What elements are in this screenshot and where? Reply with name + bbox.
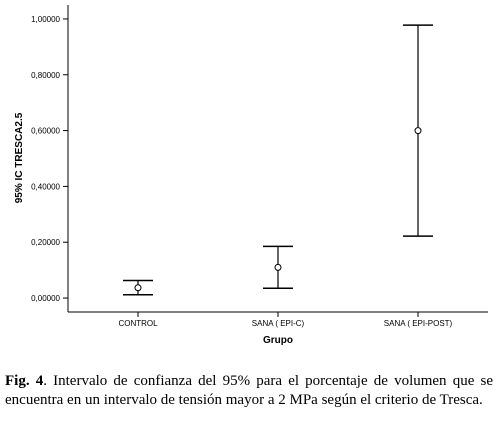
mean-point: [274, 263, 282, 271]
mean-point: [134, 284, 142, 292]
y-tick-label: 0,20000: [31, 238, 60, 247]
x-ticks: CONTROL SANA ( EPI-C) SANA ( EPI-POST): [118, 312, 453, 328]
y-tick-label: 0,40000: [31, 182, 60, 191]
figure-caption: Fig. 4. Intervalo de confianza del 95% p…: [5, 372, 493, 410]
x-tick-label: SANA ( EPI-POST): [384, 319, 453, 328]
y-tick-label: 1,00000: [31, 15, 60, 24]
x-tick-label: SANA ( EPI-C): [252, 319, 305, 328]
y-ticks: 0,00000 0,20000 0,40000 0,60000 0,80000 1,000…: [31, 15, 68, 303]
caption-text: . Intervalo de confianza del 95% para el…: [5, 373, 493, 408]
error-bar-chart: 0,00000 0,20000 0,40000 0,60000 0,80000 1,000…: [14, 5, 488, 346]
x-tick-label: CONTROL: [118, 319, 158, 328]
y-axis-title: 95% IC TRESCA2.5: [14, 112, 25, 203]
caption-label: Fig. 4: [5, 373, 44, 389]
y-tick-label: 0,60000: [31, 127, 60, 136]
y-tick-label: 0,00000: [31, 294, 60, 303]
mean-point: [414, 127, 422, 135]
error-bars: [123, 24, 433, 296]
y-tick-label: 0,80000: [31, 71, 60, 80]
x-axis-title: Grupo: [263, 335, 293, 346]
